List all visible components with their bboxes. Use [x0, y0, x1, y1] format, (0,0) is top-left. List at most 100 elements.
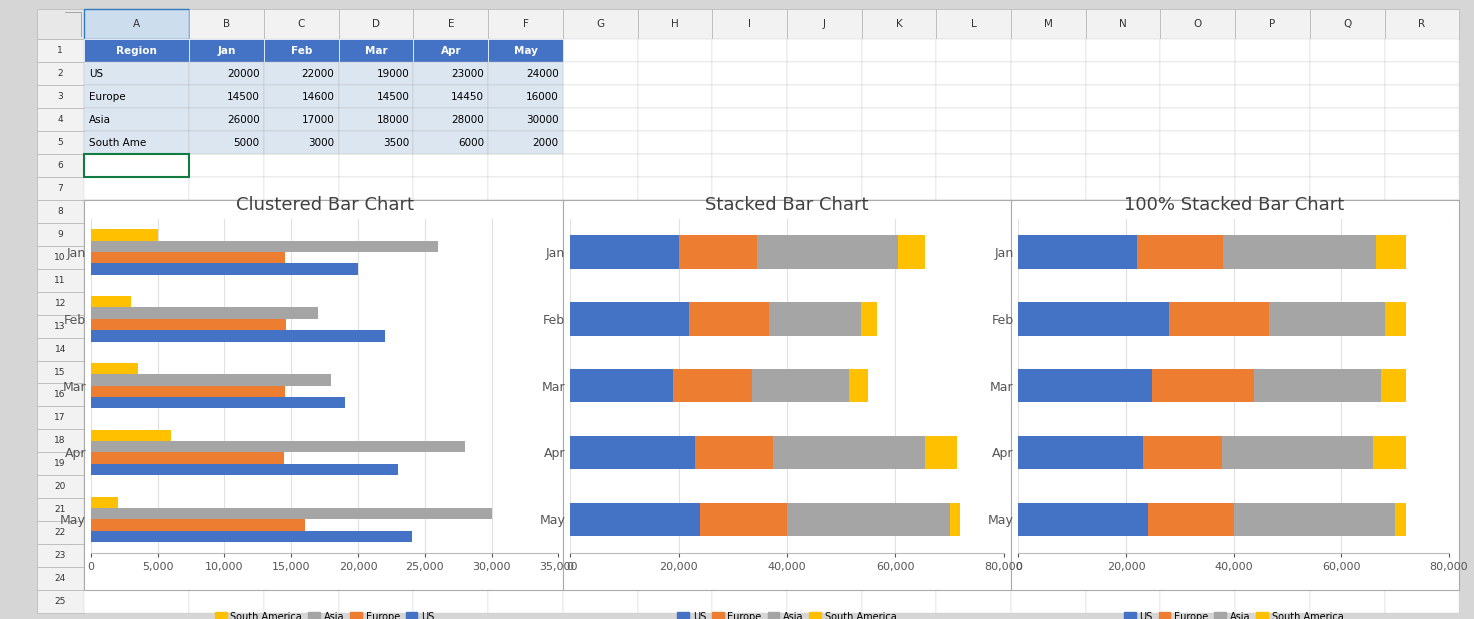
FancyBboxPatch shape	[84, 63, 189, 85]
FancyBboxPatch shape	[189, 521, 264, 544]
Text: 5: 5	[57, 138, 63, 147]
FancyBboxPatch shape	[712, 200, 787, 223]
Text: 9: 9	[57, 230, 63, 239]
FancyBboxPatch shape	[563, 131, 638, 154]
FancyBboxPatch shape	[936, 407, 1011, 430]
FancyBboxPatch shape	[37, 9, 84, 40]
FancyBboxPatch shape	[414, 246, 488, 269]
FancyBboxPatch shape	[563, 407, 638, 430]
FancyBboxPatch shape	[264, 131, 339, 154]
Bar	[91, 386, 284, 397]
FancyBboxPatch shape	[1011, 63, 1086, 85]
Bar	[1169, 302, 1269, 335]
Bar	[1136, 235, 1222, 269]
FancyBboxPatch shape	[862, 154, 936, 177]
FancyBboxPatch shape	[563, 384, 638, 407]
FancyBboxPatch shape	[1011, 40, 1086, 63]
FancyBboxPatch shape	[712, 177, 787, 200]
FancyBboxPatch shape	[787, 9, 862, 40]
FancyBboxPatch shape	[712, 452, 787, 475]
Text: 20000: 20000	[227, 69, 259, 79]
FancyBboxPatch shape	[638, 63, 712, 85]
FancyBboxPatch shape	[37, 131, 84, 154]
FancyBboxPatch shape	[1160, 292, 1235, 314]
FancyBboxPatch shape	[37, 200, 84, 223]
FancyBboxPatch shape	[339, 269, 414, 292]
FancyBboxPatch shape	[862, 567, 936, 590]
FancyBboxPatch shape	[189, 131, 264, 154]
FancyBboxPatch shape	[787, 384, 862, 407]
FancyBboxPatch shape	[488, 475, 563, 498]
FancyBboxPatch shape	[264, 85, 339, 108]
FancyBboxPatch shape	[264, 337, 339, 360]
FancyBboxPatch shape	[1235, 384, 1310, 407]
FancyBboxPatch shape	[1310, 131, 1384, 154]
FancyBboxPatch shape	[1235, 590, 1310, 613]
FancyBboxPatch shape	[1310, 292, 1384, 314]
Bar	[570, 503, 700, 536]
FancyBboxPatch shape	[1384, 452, 1459, 475]
FancyBboxPatch shape	[339, 63, 414, 85]
FancyBboxPatch shape	[1235, 314, 1310, 337]
FancyBboxPatch shape	[862, 223, 936, 246]
FancyBboxPatch shape	[1235, 430, 1310, 452]
FancyBboxPatch shape	[414, 360, 488, 383]
FancyBboxPatch shape	[1384, 360, 1459, 383]
Text: US: US	[90, 69, 103, 79]
FancyBboxPatch shape	[264, 177, 339, 200]
FancyBboxPatch shape	[189, 154, 264, 177]
FancyBboxPatch shape	[414, 407, 488, 430]
FancyBboxPatch shape	[488, 246, 563, 269]
FancyBboxPatch shape	[1384, 521, 1459, 544]
FancyBboxPatch shape	[712, 108, 787, 131]
FancyBboxPatch shape	[339, 498, 414, 521]
FancyBboxPatch shape	[1086, 246, 1160, 269]
FancyBboxPatch shape	[1235, 360, 1310, 383]
Text: 21: 21	[55, 505, 66, 514]
FancyBboxPatch shape	[712, 223, 787, 246]
FancyBboxPatch shape	[1310, 521, 1384, 544]
FancyBboxPatch shape	[414, 63, 488, 85]
FancyBboxPatch shape	[1011, 246, 1086, 269]
FancyBboxPatch shape	[339, 40, 414, 63]
FancyBboxPatch shape	[563, 246, 638, 269]
FancyBboxPatch shape	[563, 108, 638, 131]
FancyBboxPatch shape	[1310, 108, 1384, 131]
Text: 22: 22	[55, 528, 66, 537]
FancyBboxPatch shape	[862, 131, 936, 154]
FancyBboxPatch shape	[414, 452, 488, 475]
FancyBboxPatch shape	[1011, 337, 1086, 360]
FancyBboxPatch shape	[712, 269, 787, 292]
FancyBboxPatch shape	[264, 63, 339, 85]
FancyBboxPatch shape	[1235, 200, 1310, 223]
Text: Q: Q	[1343, 19, 1352, 29]
FancyBboxPatch shape	[936, 246, 1011, 269]
FancyBboxPatch shape	[488, 154, 563, 177]
Text: B: B	[223, 19, 230, 29]
FancyBboxPatch shape	[414, 269, 488, 292]
FancyBboxPatch shape	[264, 475, 339, 498]
FancyBboxPatch shape	[84, 9, 189, 40]
FancyBboxPatch shape	[264, 131, 339, 154]
FancyBboxPatch shape	[936, 292, 1011, 314]
FancyBboxPatch shape	[936, 40, 1011, 63]
FancyBboxPatch shape	[936, 9, 1011, 40]
FancyBboxPatch shape	[414, 430, 488, 452]
FancyBboxPatch shape	[1384, 177, 1459, 200]
FancyBboxPatch shape	[638, 131, 712, 154]
FancyBboxPatch shape	[1384, 9, 1459, 40]
FancyBboxPatch shape	[339, 292, 414, 314]
FancyBboxPatch shape	[936, 590, 1011, 613]
FancyBboxPatch shape	[1011, 85, 1086, 108]
FancyBboxPatch shape	[638, 177, 712, 200]
Text: C: C	[298, 19, 305, 29]
FancyBboxPatch shape	[84, 246, 189, 269]
Bar	[570, 302, 690, 335]
FancyBboxPatch shape	[936, 314, 1011, 337]
FancyBboxPatch shape	[264, 40, 339, 63]
Bar	[91, 319, 286, 330]
FancyBboxPatch shape	[189, 9, 264, 40]
Bar	[849, 369, 868, 402]
FancyBboxPatch shape	[1235, 63, 1310, 85]
FancyBboxPatch shape	[189, 475, 264, 498]
